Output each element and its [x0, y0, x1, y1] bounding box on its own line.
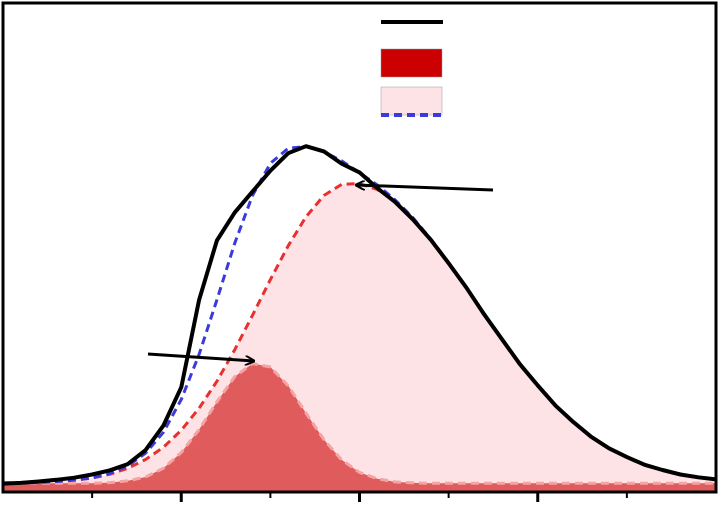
line	[2, 144, 717, 486]
area	[3, 363, 716, 492]
plot-area	[2, 144, 717, 492]
area	[3, 183, 716, 492]
legend-swatch	[380, 48, 443, 78]
arrow	[356, 185, 494, 192]
legend	[380, 20, 443, 117]
legend-swatch	[380, 86, 443, 116]
arrow	[147, 352, 254, 361]
area-edge	[3, 361, 716, 485]
